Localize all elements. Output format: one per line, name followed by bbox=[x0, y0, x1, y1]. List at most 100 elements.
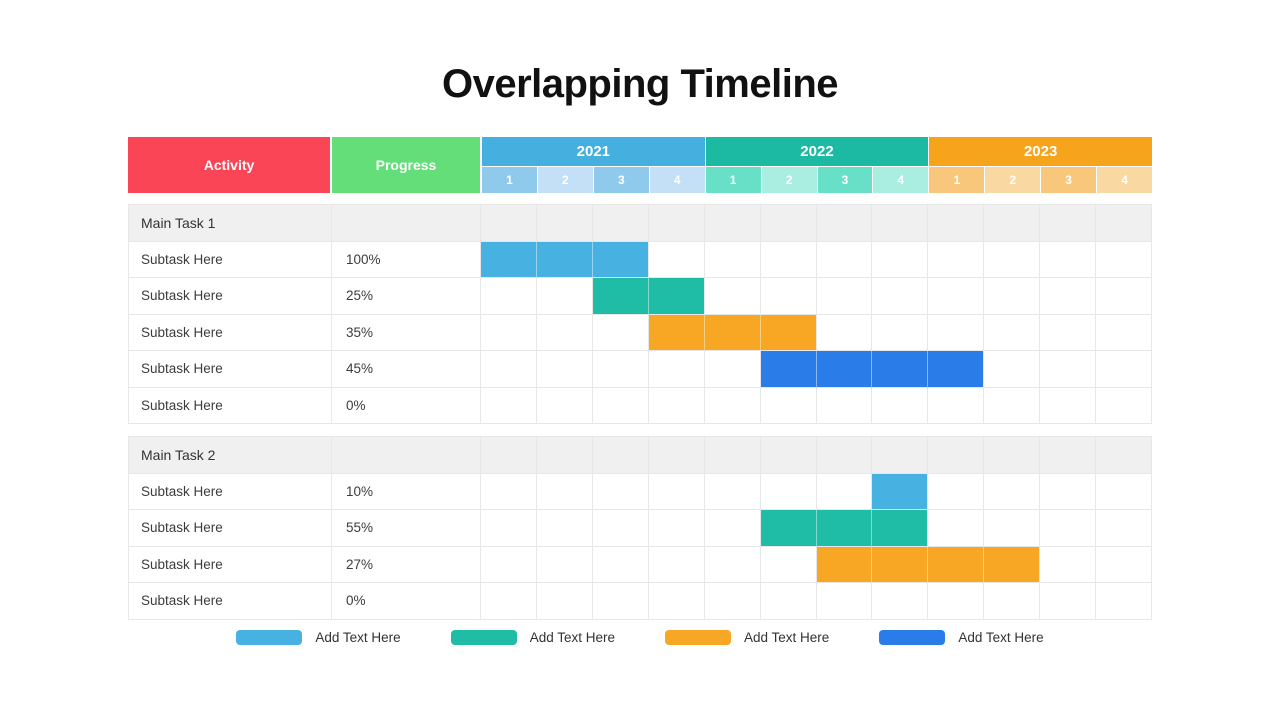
gantt-empty-cell bbox=[1096, 278, 1152, 315]
gantt-empty-cell bbox=[481, 387, 537, 424]
gantt-empty-cell bbox=[481, 510, 537, 547]
subtask-label: Subtask Here bbox=[129, 510, 332, 547]
gantt-empty-cell bbox=[592, 387, 649, 424]
gantt-empty-cell bbox=[481, 473, 537, 510]
gantt-empty-cell bbox=[1040, 351, 1097, 388]
gantt-empty-cell bbox=[481, 351, 537, 388]
legend-swatch-light-blue bbox=[236, 630, 303, 645]
gantt-empty-cell bbox=[704, 241, 761, 278]
gantt-empty-cell bbox=[1040, 241, 1097, 278]
gantt-empty-cell bbox=[816, 473, 873, 510]
timeline-header: 2021 2022 2023 1 2 3 4 1 2 3 4 1 2 3 4 bbox=[482, 137, 1152, 193]
gantt-empty-cell bbox=[1040, 387, 1097, 424]
subtask-label: Subtask Here bbox=[129, 546, 332, 583]
gantt-empty-cell bbox=[536, 510, 593, 547]
legend-swatch-orange bbox=[665, 630, 731, 645]
subtask-label: Subtask Here bbox=[129, 241, 332, 278]
gantt-section: Main Task 2 Subtask Here 10% Subtask Here 55… bbox=[128, 436, 1152, 620]
gantt-empty-cell bbox=[704, 278, 761, 315]
quarter-header-2022-q4: 4 bbox=[873, 167, 929, 193]
main-task-progress-cell bbox=[332, 205, 481, 242]
gantt-bar-cell bbox=[481, 241, 537, 278]
gantt-empty-cell bbox=[928, 473, 985, 510]
gantt-empty-cell bbox=[704, 583, 761, 620]
gantt-empty-cell bbox=[760, 387, 817, 424]
gantt-empty-cell bbox=[816, 278, 873, 315]
gantt-empty-cell bbox=[648, 583, 705, 620]
gantt-empty-cell bbox=[984, 510, 1041, 547]
main-task-quarter-cell bbox=[928, 205, 985, 242]
year-header-2022: 2022 bbox=[705, 137, 929, 166]
main-task-quarter-cell bbox=[536, 437, 593, 474]
gantt-empty-cell bbox=[704, 510, 761, 547]
gantt-empty-cell bbox=[592, 473, 649, 510]
gantt-bar-cell bbox=[648, 278, 705, 315]
quarter-header-2023-q2: 2 bbox=[985, 167, 1041, 193]
year-header-2021: 2021 bbox=[482, 137, 705, 166]
subtask-label: Subtask Here bbox=[129, 473, 332, 510]
gantt-empty-cell bbox=[704, 546, 761, 583]
main-task-progress-cell bbox=[332, 437, 481, 474]
main-task-quarter-cell bbox=[536, 205, 593, 242]
legend-swatch-royal-blue bbox=[879, 630, 946, 645]
main-task-quarter-cell bbox=[928, 437, 985, 474]
gantt-empty-cell bbox=[816, 583, 873, 620]
legend-label: Add Text Here bbox=[958, 630, 1044, 645]
main-task-quarter-cell bbox=[760, 205, 817, 242]
gantt-empty-cell bbox=[592, 351, 649, 388]
progress-column-header: Progress bbox=[332, 137, 480, 193]
gantt-empty-cell bbox=[648, 241, 705, 278]
main-task-quarter-cell bbox=[872, 205, 929, 242]
gantt-empty-cell bbox=[760, 473, 817, 510]
subtask-label: Subtask Here bbox=[129, 583, 332, 620]
gantt-empty-cell bbox=[872, 314, 929, 351]
main-task-label: Main Task 2 bbox=[129, 437, 332, 474]
gantt-empty-cell bbox=[760, 583, 817, 620]
subtask-progress: 27% bbox=[332, 546, 481, 583]
gantt-bar-cell bbox=[816, 510, 873, 547]
gantt-body: Main Task 1 Subtask Here 100% Subtask Here 2… bbox=[128, 204, 1152, 620]
quarter-header-2023-q4: 4 bbox=[1097, 167, 1152, 193]
main-task-quarter-cell bbox=[1096, 437, 1152, 474]
gantt-empty-cell bbox=[760, 278, 817, 315]
gantt-empty-cell bbox=[928, 510, 985, 547]
gantt-empty-cell bbox=[760, 241, 817, 278]
gantt-bar-cell bbox=[592, 241, 649, 278]
gantt-empty-cell bbox=[1096, 473, 1152, 510]
subtask-progress: 0% bbox=[332, 583, 481, 620]
gantt-empty-cell bbox=[536, 314, 593, 351]
gantt-empty-cell bbox=[704, 351, 761, 388]
gantt-empty-cell bbox=[1096, 510, 1152, 547]
gantt-empty-cell bbox=[592, 510, 649, 547]
main-task-quarter-cell bbox=[1040, 205, 1097, 242]
gantt-empty-cell bbox=[536, 387, 593, 424]
gantt-empty-cell bbox=[1040, 546, 1097, 583]
gantt-bar-cell bbox=[760, 314, 817, 351]
gantt-empty-cell bbox=[1096, 387, 1152, 424]
gantt-empty-cell bbox=[648, 546, 705, 583]
legend-label: Add Text Here bbox=[529, 630, 615, 645]
subtask-label: Subtask Here bbox=[129, 278, 332, 315]
gantt-empty-cell bbox=[928, 314, 985, 351]
gantt-empty-cell bbox=[760, 546, 817, 583]
main-task-quarter-cell bbox=[592, 437, 649, 474]
gantt-empty-cell bbox=[1040, 473, 1097, 510]
main-task-quarter-cell bbox=[872, 437, 929, 474]
gantt-bar-cell bbox=[536, 241, 593, 278]
gantt-empty-cell bbox=[704, 387, 761, 424]
gantt-empty-cell bbox=[872, 278, 929, 315]
gantt-empty-cell bbox=[984, 583, 1041, 620]
gantt-empty-cell bbox=[648, 351, 705, 388]
gantt-empty-cell bbox=[1096, 546, 1152, 583]
gantt-empty-cell bbox=[984, 387, 1041, 424]
gantt-empty-cell bbox=[1096, 351, 1152, 388]
main-task-quarter-cell bbox=[481, 205, 537, 242]
gantt-empty-cell bbox=[648, 387, 705, 424]
gantt-bar-cell bbox=[760, 351, 817, 388]
legend-item: Add Text Here bbox=[665, 630, 829, 645]
gantt-bar-cell bbox=[648, 314, 705, 351]
main-task-quarter-cell bbox=[984, 205, 1041, 242]
gantt-empty-cell bbox=[984, 314, 1041, 351]
gantt-bar-cell bbox=[928, 351, 985, 388]
